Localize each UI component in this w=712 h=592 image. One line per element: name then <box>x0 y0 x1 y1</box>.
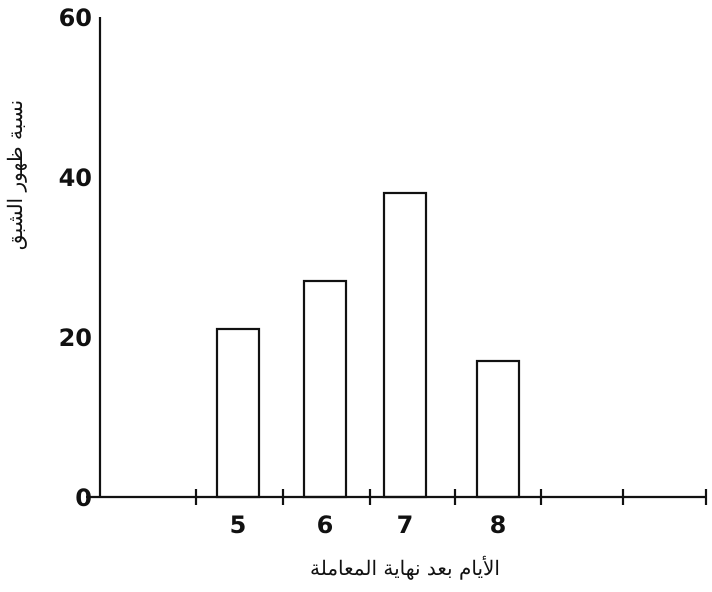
y-axis-title: نسبة ظهور الشبق <box>3 100 27 250</box>
x-tick-label: 6 <box>317 511 334 539</box>
y-tick-labels: 0 20 40 60 <box>59 4 92 512</box>
bar-8 <box>475 359 521 499</box>
ticks-layer <box>194 489 708 505</box>
bar-7 <box>382 191 428 499</box>
y-tick-label: 20 <box>59 324 92 352</box>
x-tick-labels: 5 6 7 8 <box>230 511 507 539</box>
y-tick-label: 40 <box>59 164 92 192</box>
x-tick-label: 5 <box>230 511 247 539</box>
bar-6 <box>302 279 348 499</box>
x-axis-title: الأيام بعد نهاية المعاملة <box>310 555 500 580</box>
x-tick-label: 7 <box>397 511 414 539</box>
x-tick-label: 8 <box>490 511 507 539</box>
y-tick-label: 0 <box>75 484 92 512</box>
y-tick-label: 60 <box>59 4 92 32</box>
bar-5 <box>215 327 261 499</box>
bars-layer <box>215 191 521 499</box>
